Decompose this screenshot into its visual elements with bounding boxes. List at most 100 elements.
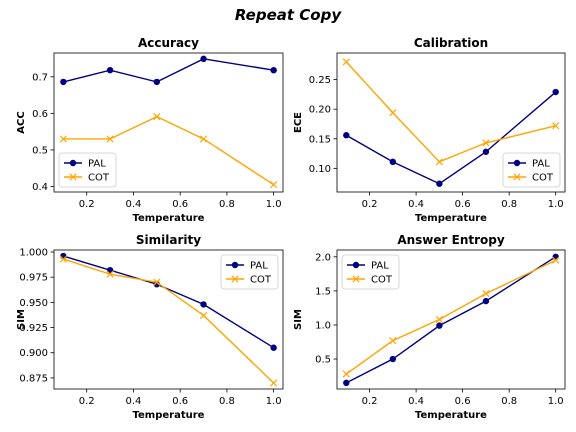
- legend: PAL COT: [341, 254, 400, 290]
- series-pal-point: [482, 297, 490, 305]
- series-pal-point: [436, 180, 443, 187]
- legend-cot-marker: [352, 275, 360, 283]
- axes-frame: [336, 52, 566, 193]
- x-tick-label: 1.0: [266, 396, 282, 407]
- series-pal-point: [200, 301, 207, 308]
- legend: PAL COT: [502, 152, 561, 188]
- axes-frame: [53, 249, 284, 390]
- series-cot-point: [482, 289, 490, 298]
- legend: PAL COT: [220, 254, 279, 290]
- legend-pal-label: PAL: [532, 159, 550, 170]
- y-tick-label: 0.10: [309, 164, 331, 175]
- series-pal-point: [389, 355, 397, 363]
- series-pal-point: [270, 66, 277, 74]
- y-tick-label: 0.5: [315, 355, 331, 366]
- series-pal-line: [63, 58, 274, 83]
- y-tick-label: 1.5: [315, 286, 331, 297]
- x-tick-label: 1.0: [266, 199, 282, 210]
- x-tick-label: 0.4: [125, 199, 141, 210]
- series-cot-point: [270, 181, 278, 189]
- series-pal-point: [200, 55, 207, 63]
- y-axis-label: SIM: [16, 309, 27, 330]
- series-pal-point: [106, 66, 114, 74]
- series-pal-point: [270, 344, 277, 351]
- series-cot-point: [552, 256, 560, 264]
- x-tick-label: 0.8: [219, 199, 235, 210]
- legend-cot-marker: [231, 275, 239, 283]
- series-cot-line: [345, 61, 556, 163]
- y-tick-label: 0.20: [309, 105, 331, 116]
- chart-title: Calibration: [414, 36, 488, 50]
- legend-cot-marker: [69, 173, 77, 181]
- y-tick-label: 0.6: [32, 109, 48, 120]
- x-tick-label: 0.2: [79, 199, 95, 210]
- legend-pal-label: PAL: [250, 261, 268, 272]
- x-axis-label: Temperature: [415, 410, 487, 421]
- legend: PAL COT: [58, 152, 117, 188]
- legend-cot-label: COT: [532, 173, 554, 184]
- x-tick-label: 0.6: [455, 199, 471, 210]
- x-tick-label: 0.6: [172, 396, 188, 407]
- series-cot-point: [389, 109, 397, 117]
- chart-title: Similarity: [136, 233, 201, 247]
- legend-cot-label: COT: [250, 275, 272, 286]
- figure-title: Repeat Copy: [234, 6, 342, 24]
- legend-pal-marker: [69, 159, 77, 167]
- legend-pal-label: PAL: [88, 159, 106, 170]
- y-tick-label: 0.15: [309, 134, 331, 145]
- series-cot-point: [342, 370, 350, 378]
- legend-pal-marker: [513, 159, 521, 167]
- series-cot-point: [59, 255, 67, 263]
- x-tick-label: 1.0: [548, 396, 564, 407]
- series-pal-point: [436, 322, 443, 329]
- x-tick-label: 0.2: [79, 396, 95, 407]
- series-cot-point: [199, 311, 208, 320]
- y-axis-label: ACC: [16, 111, 27, 133]
- series-cot-point: [153, 278, 161, 286]
- legend-pal-marker: [352, 261, 360, 269]
- legend-cot-label: COT: [88, 173, 110, 184]
- x-tick-label: 0.8: [501, 396, 517, 407]
- x-tick-label: 0.2: [362, 199, 378, 210]
- y-axis-label: ECE: [293, 112, 304, 133]
- series-pal-point: [153, 78, 161, 86]
- y-tick-label: 1.000: [19, 248, 48, 259]
- series-cot-point: [199, 135, 208, 143]
- axes-frame: [53, 52, 284, 193]
- legend-cot-marker: [513, 173, 521, 181]
- series-pal-point: [552, 253, 559, 261]
- x-tick-label: 0.8: [501, 199, 517, 210]
- y-tick-label: 0.25: [309, 75, 331, 86]
- series-cot-point: [59, 135, 67, 143]
- x-tick-label: 0.6: [455, 396, 471, 407]
- y-tick-label: 2.0: [315, 252, 331, 263]
- series-pal-point: [343, 379, 350, 387]
- legend-pal-marker: [231, 261, 239, 269]
- x-axis-label: Temperature: [415, 213, 487, 224]
- y-tick-label: 0.875: [19, 373, 48, 384]
- series-cot-point: [342, 58, 350, 66]
- legend-pal-label: PAL: [371, 261, 389, 272]
- series-cot-point: [106, 270, 114, 278]
- chart-panel-3: Similarity 0.2 0.4 0.6 0.8 1.0 0.875 0.900 0.925…: [16, 233, 284, 421]
- y-tick-label: 0.5: [32, 145, 48, 156]
- chart-panel-2: Calibration 0.2 0.4 0.6 0.8 1.0 0.10 0.15 0.20 0.…: [293, 36, 566, 224]
- y-axis-label: SIM: [293, 309, 304, 330]
- x-axis-label: Temperature: [133, 410, 205, 421]
- y-tick-label: 0.950: [19, 298, 48, 309]
- series-pal-point: [60, 78, 67, 86]
- chart-title: Answer Entropy: [397, 233, 505, 247]
- series-pal-point: [343, 132, 350, 139]
- x-tick-label: 1.0: [548, 199, 564, 210]
- x-tick-label: 0.2: [362, 396, 378, 407]
- series-cot-point: [552, 122, 560, 130]
- chart-panel-4: Answer Entropy 0.2 0.4 0.6 0.8 1.0 0.5 1.0 1.5 2.…: [293, 233, 566, 421]
- x-tick-label: 0.4: [408, 396, 424, 407]
- series-pal-point: [482, 148, 490, 155]
- x-tick-label: 0.8: [219, 396, 235, 407]
- series-cot-point: [435, 315, 443, 324]
- series-cot-point: [435, 158, 443, 166]
- series-cot-point: [106, 135, 114, 143]
- y-tick-label: 0.4: [32, 182, 48, 193]
